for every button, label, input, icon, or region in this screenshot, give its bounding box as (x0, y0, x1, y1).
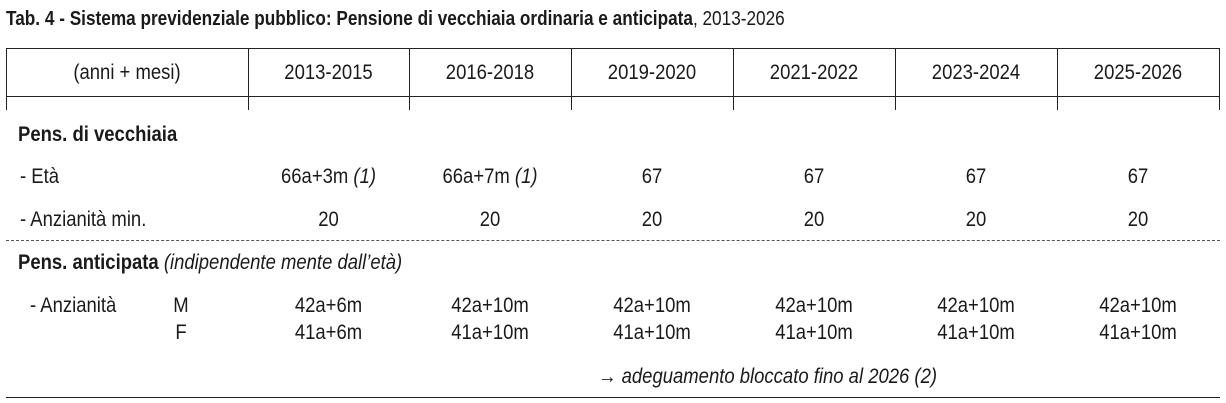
cell-anzianita-f: 41a+10m (451, 321, 529, 344)
cell-anzianita-min: 20 (641, 208, 663, 231)
col-sep-4 (733, 48, 734, 110)
cell-anzianita-f: 41a+10m (937, 321, 1015, 344)
header-period: 2013-2015 (284, 61, 373, 84)
header-period: 2021-2022 (769, 61, 859, 84)
table-title: Tab. 4 - Sistema previdenziale pubblico:… (6, 7, 785, 31)
cell-anzianita-min: 20 (965, 208, 987, 231)
cell-anzianita-min: 20 (318, 208, 339, 231)
header-bottom-rule (6, 96, 1220, 97)
section-heading-anticipata: Pens. anticipata (indipendente mente dal… (18, 251, 403, 274)
cell-anzianita-min: 20 (803, 208, 825, 231)
cell-eta: 67 (965, 165, 987, 188)
col-sep-7 (1219, 48, 1220, 110)
header-period: 2016-2018 (445, 61, 535, 84)
cell-anzianita-f: 41a+10m (613, 321, 691, 344)
footnote-adeguamento: → adeguamento bloccato fino al 2026 (2) (598, 365, 938, 388)
section-heading-note: (indipendente mente dall’età) (163, 251, 403, 274)
cell-anzianita-min: 20 (1127, 208, 1149, 231)
col-sep-6 (1057, 48, 1058, 110)
table-title-years: , 2013-2026 (692, 8, 785, 30)
header-period: 2025-2026 (1093, 61, 1183, 84)
cell-anzianita-m: 42a+6m (294, 294, 363, 317)
cell-eta: 67 (1127, 165, 1149, 188)
col-sep-3 (571, 48, 572, 110)
cell-anzianita-m: 42a+10m (613, 294, 691, 317)
row-label-male: M (173, 294, 189, 317)
col-sep-1 (248, 48, 249, 110)
cell-anzianita-f: 41a+10m (775, 321, 853, 344)
cell-eta: 66a+3m (1) (280, 165, 377, 188)
cell-anzianita-m: 42a+10m (775, 294, 853, 317)
row-label-anzianita: - Anzianità (30, 294, 117, 317)
table-top-rule (6, 48, 1220, 49)
cell-anzianita-m: 42a+10m (937, 294, 1015, 317)
footnote-ref: (1) (353, 165, 377, 188)
cell-anzianita-min: 20 (479, 208, 501, 231)
row-label-female: F (175, 321, 187, 344)
cell-eta: 67 (803, 165, 825, 188)
cell-anzianita-f: 41a+6m (294, 321, 363, 344)
cell-eta: 66a+7m (1) (442, 165, 538, 188)
header-units: (anni + mesi) (73, 61, 181, 84)
footnote-ref: (1) (514, 165, 538, 188)
row-label-eta: - Età (20, 165, 60, 188)
cell-anzianita-m: 42a+10m (1099, 294, 1177, 317)
table-title-main: Tab. 4 - Sistema previdenziale pubblico:… (6, 8, 693, 30)
cell-anzianita-m: 42a+10m (451, 294, 529, 317)
table-bottom-rule (6, 397, 1220, 398)
section-heading-vecchiaia: Pens. di vecchiaia (18, 123, 178, 146)
header-period: 2019-2020 (607, 61, 697, 84)
section-divider-dashed (6, 240, 1220, 241)
header-period: 2023-2024 (931, 61, 1021, 84)
cell-eta: 67 (641, 165, 663, 188)
col-sep-2 (409, 48, 410, 110)
cell-anzianita-f: 41a+10m (1099, 321, 1177, 344)
col-sep-0 (6, 48, 7, 110)
col-sep-5 (895, 48, 896, 110)
row-label-anzianita-min: - Anzianità min. (20, 208, 147, 231)
